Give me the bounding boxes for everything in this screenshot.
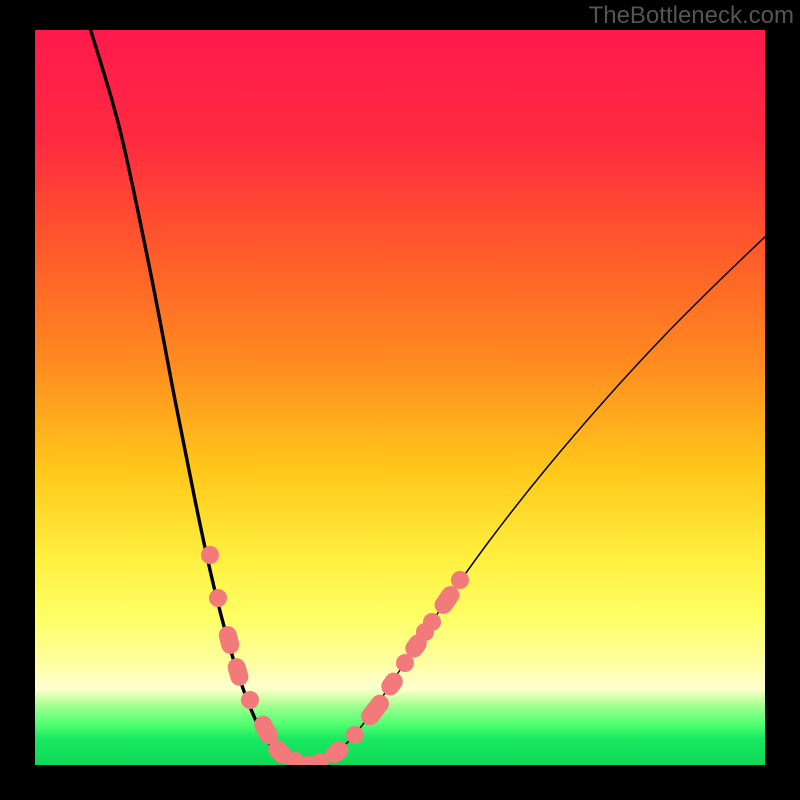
bottleneck-chart: TheBottleneck.com (0, 0, 800, 800)
chart-svg (0, 0, 800, 800)
watermark-text: TheBottleneck.com (589, 0, 800, 30)
